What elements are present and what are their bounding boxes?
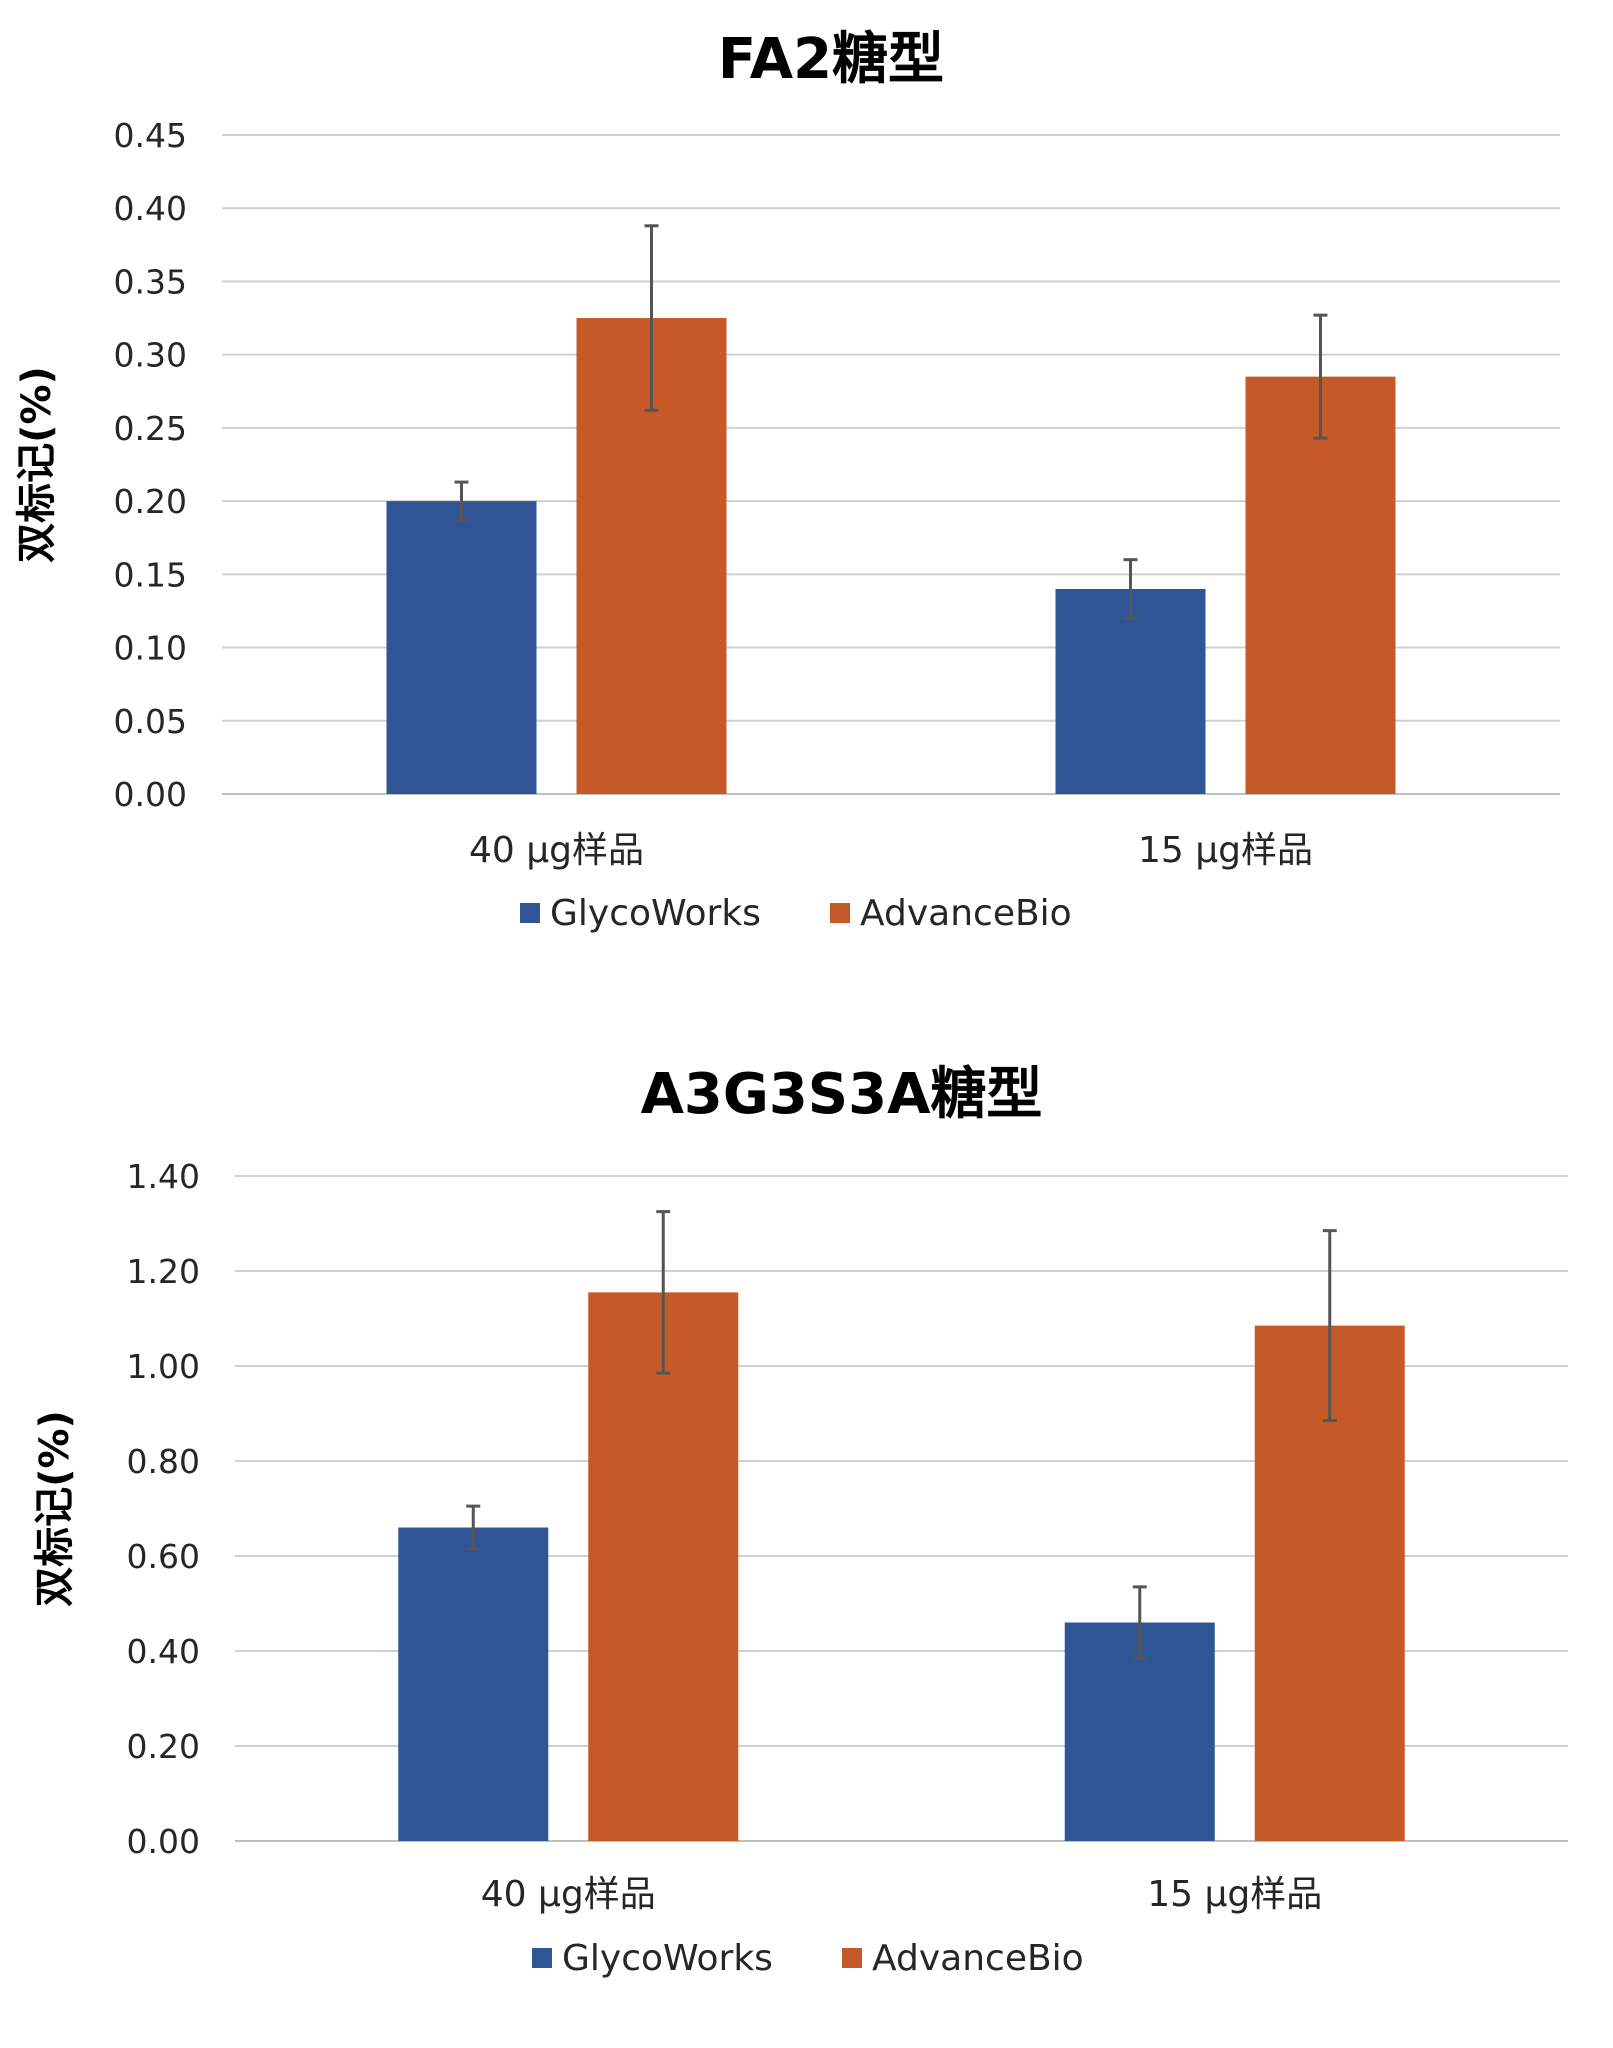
- chart-title: FA2糖型: [718, 27, 944, 92]
- y-axis-label: 双标记(%): [14, 366, 60, 563]
- x-tick-label: 15 µg样品: [1138, 830, 1313, 871]
- bar-glycoworks-1: [1055, 588, 1206, 794]
- x-tick-label: 40 µg样品: [481, 1874, 656, 1915]
- y-tick-label: 0.05: [114, 702, 187, 741]
- bar-glycoworks-0: [386, 501, 537, 794]
- y-axis-label: 双标记(%): [32, 1410, 78, 1607]
- legend-swatch-advancebio: [830, 903, 850, 923]
- y-tick-label: 0.40: [127, 1632, 200, 1671]
- y-tick-label: 0.00: [114, 775, 187, 814]
- y-tick-label: 0.10: [114, 629, 187, 668]
- y-tick-label: 0.80: [127, 1442, 200, 1481]
- legend-swatch-glycoworks: [520, 903, 540, 923]
- x-tick-label: 15 µg样品: [1147, 1874, 1322, 1915]
- bar-glycoworks-0: [398, 1527, 549, 1841]
- y-tick-label: 0.00: [127, 1822, 200, 1861]
- legend-label: AdvanceBio: [860, 893, 1072, 934]
- y-tick-label: 0.35: [114, 262, 187, 301]
- y-tick-label: 0.60: [127, 1537, 200, 1576]
- bar-advancebio-1: [1245, 376, 1396, 794]
- bar-advancebio-0: [588, 1292, 739, 1841]
- legend-label: AdvanceBio: [872, 1938, 1084, 1979]
- y-tick-label: 0.40: [114, 189, 187, 228]
- legend-swatch-glycoworks: [532, 1948, 552, 1968]
- x-tick-label: 40 µg样品: [469, 830, 644, 871]
- y-tick-label: 0.15: [114, 555, 187, 594]
- legend-label: GlycoWorks: [562, 1938, 773, 1979]
- y-tick-label: 0.25: [114, 409, 187, 448]
- y-tick-label: 0.20: [127, 1727, 200, 1766]
- legend-swatch-advancebio: [842, 1948, 862, 1968]
- y-tick-label: 0.20: [114, 482, 187, 521]
- y-tick-label: 1.40: [127, 1157, 200, 1196]
- y-tick-label: 1.20: [127, 1252, 200, 1291]
- y-tick-label: 0.45: [114, 116, 187, 155]
- chart-title: A3G3S3A糖型: [641, 1062, 1043, 1127]
- y-tick-label: 0.30: [114, 336, 187, 375]
- y-tick-label: 1.00: [127, 1347, 200, 1386]
- legend-label: GlycoWorks: [550, 893, 761, 934]
